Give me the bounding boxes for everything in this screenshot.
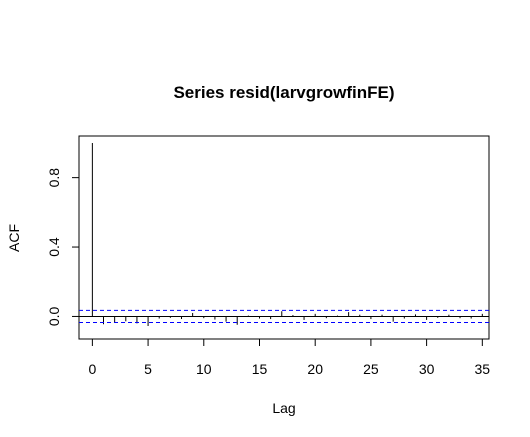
y-tick-label: 0.0 [46, 307, 62, 327]
x-tick-label: 25 [363, 361, 379, 377]
x-tick-label: 30 [419, 361, 435, 377]
x-tick-label: 35 [475, 361, 491, 377]
y-axis-label: ACF [6, 224, 22, 252]
acf-bars [91, 142, 483, 326]
plot-frame [78, 135, 490, 340]
x-tick-label: 15 [252, 361, 268, 377]
x-tick-label: 0 [88, 361, 96, 377]
x-tick-label: 5 [144, 361, 152, 377]
chart-title: Series resid(larvgrowfinFE) [173, 83, 394, 102]
y-tick-label: 0.4 [46, 237, 62, 257]
x-axis-label: Lag [272, 400, 295, 416]
y-tick-label: 0.8 [46, 168, 62, 188]
y-axis: 0.0 0.4 0.8 [46, 168, 79, 326]
x-tick-label: 10 [196, 361, 212, 377]
reference-lines [79, 309, 489, 324]
x-axis: 0 5 10 15 20 25 30 35 [88, 339, 490, 377]
x-tick-label: 20 [307, 361, 323, 377]
